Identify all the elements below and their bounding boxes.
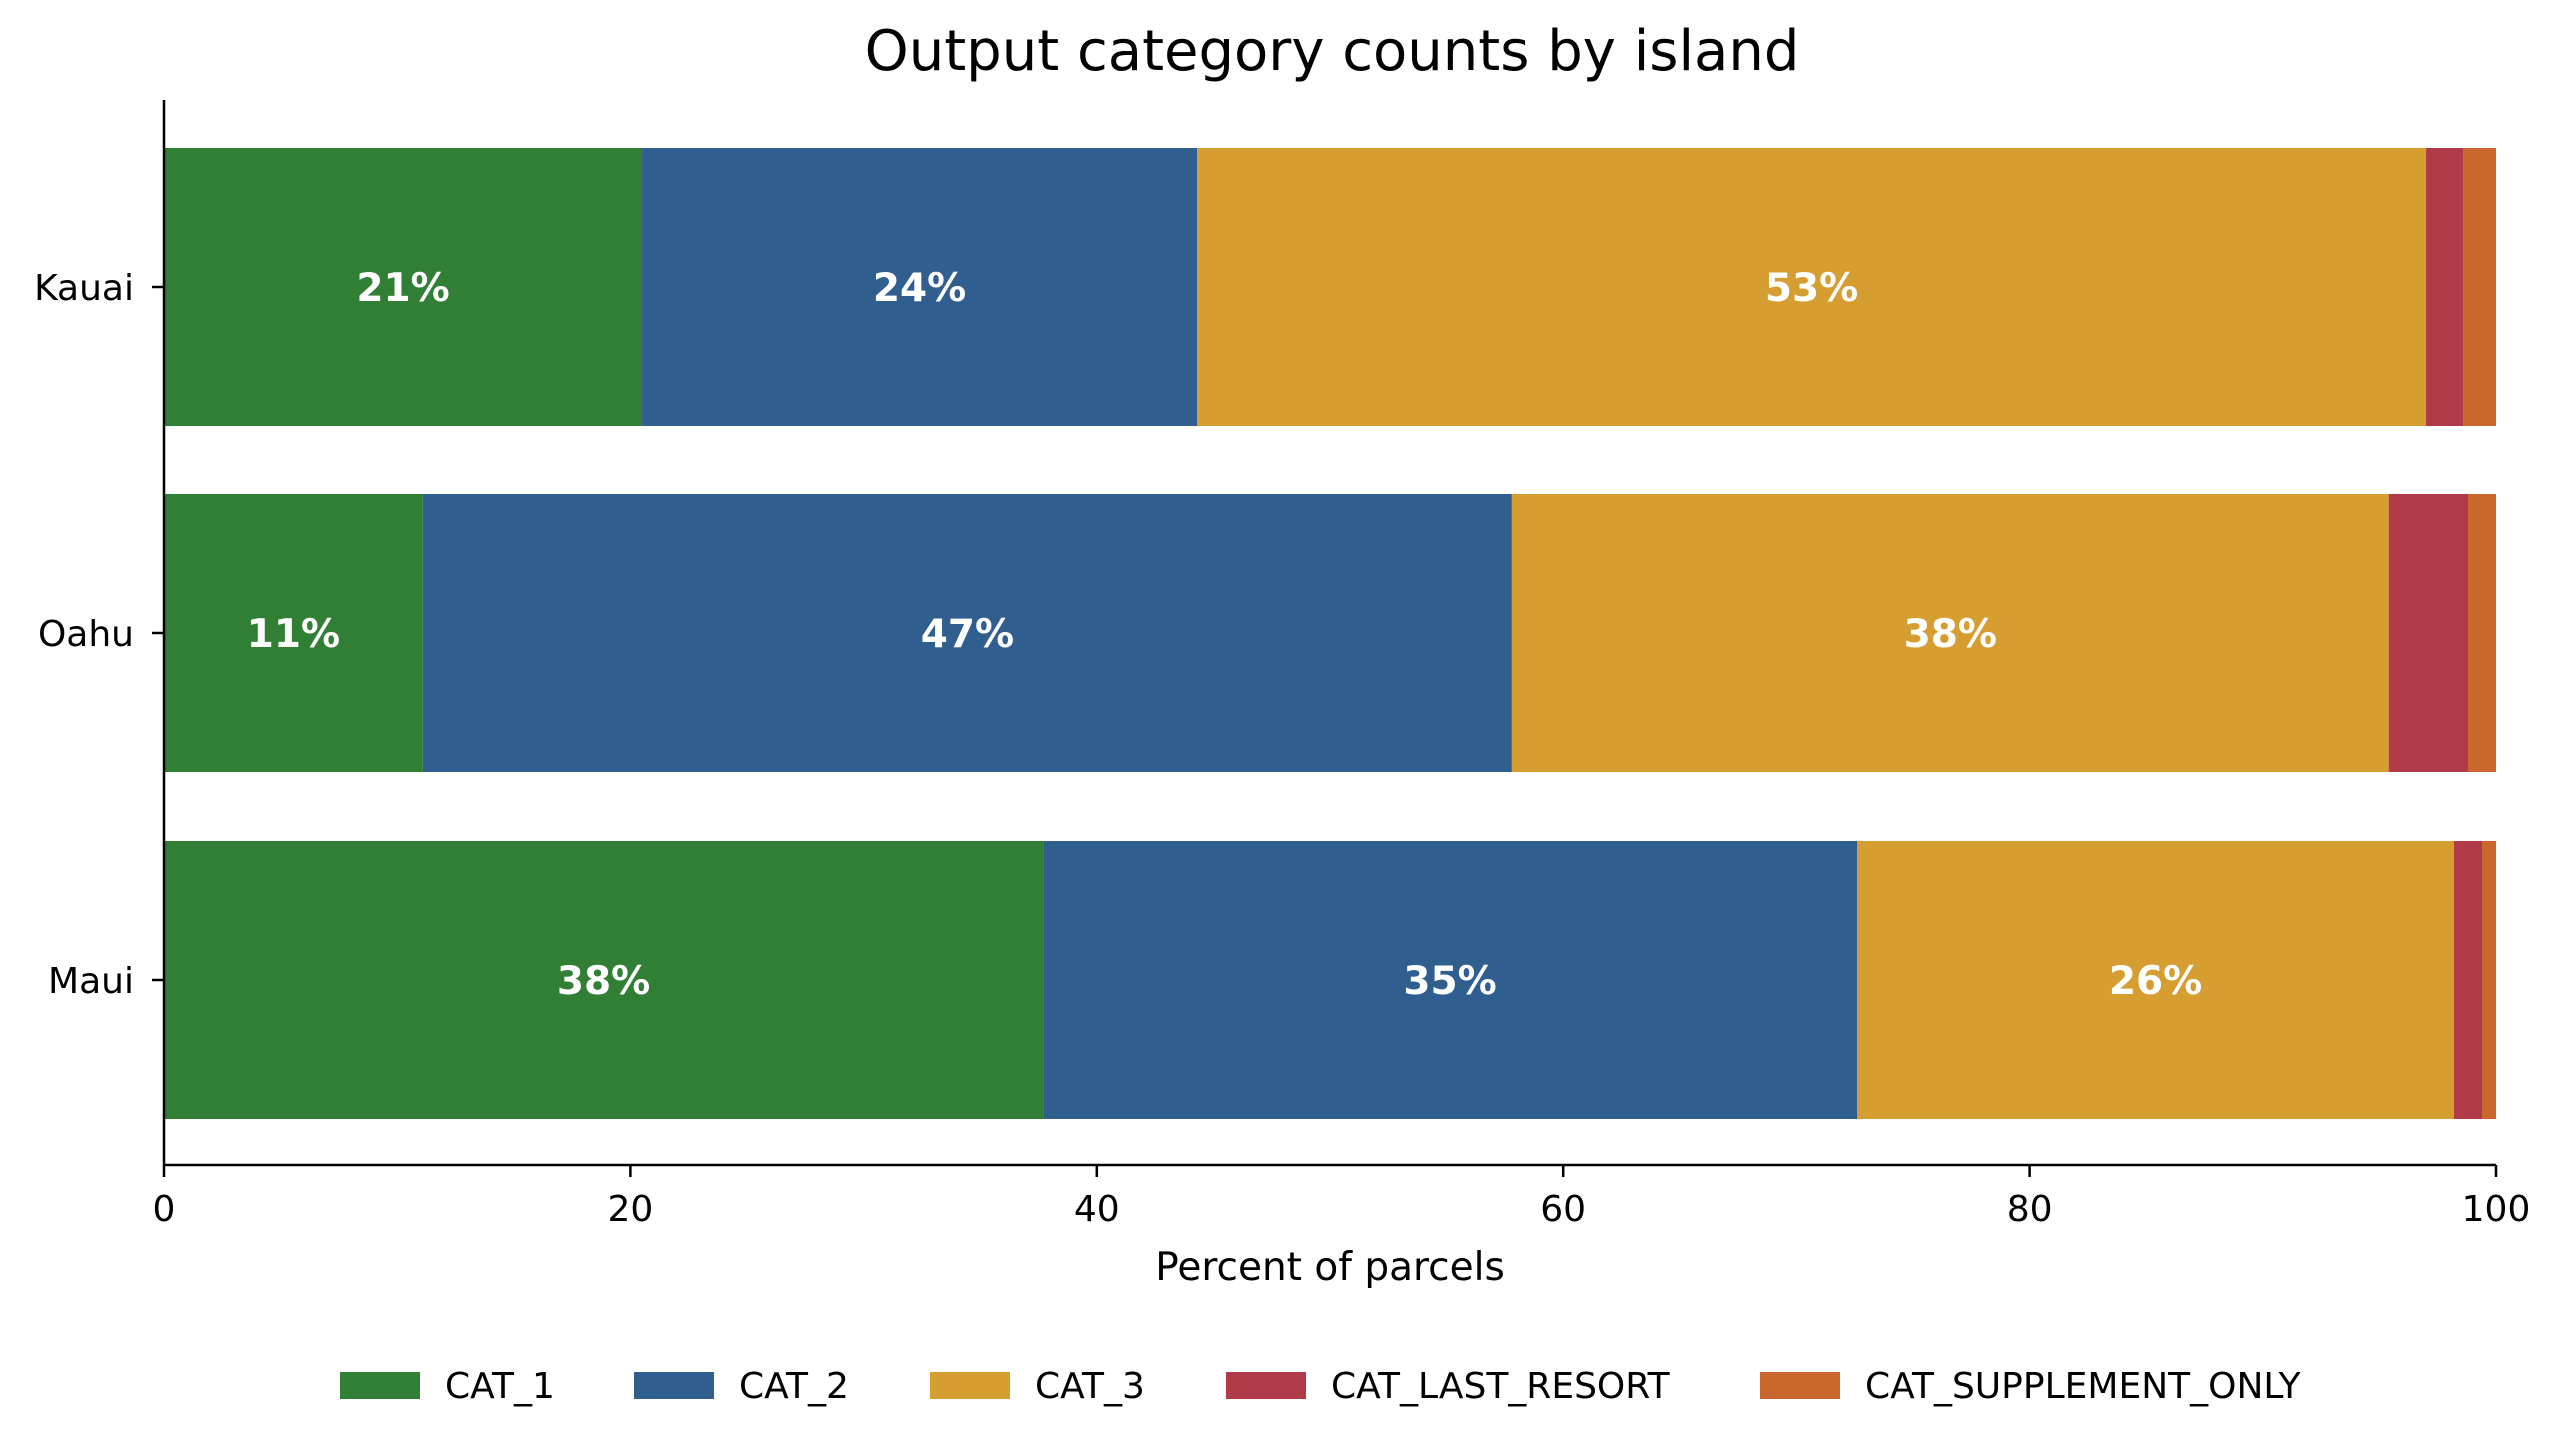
bar-kauai-cat-1 (164, 148, 643, 426)
bar-label-maui-cat-3: 26% (2109, 959, 2202, 1004)
bar-kauai-cat-last-resort (2426, 148, 2464, 426)
bar-maui-cat-1 (164, 841, 1044, 1119)
bar-oahu-cat-1 (164, 494, 423, 772)
bar-oahu-cat-supplement-only (2468, 494, 2496, 772)
legend-label-cat-supplement-only: CAT_SUPPLEMENT_ONLY (1865, 1366, 2302, 1407)
y-tick-label-kauai: Kauai (34, 268, 134, 309)
bar-maui-cat-3 (1857, 841, 2455, 1119)
bar-label-kauai-cat-2: 24% (873, 266, 966, 311)
bar-kauai-cat-2 (642, 148, 1198, 426)
x-tick-label-100: 100 (2462, 1189, 2531, 1230)
y-tick-label-maui: Maui (48, 961, 134, 1002)
x-tick-label-0: 0 (153, 1189, 176, 1230)
bar-label-kauai-cat-1: 21% (356, 266, 449, 311)
bar-label-maui-cat-2: 35% (1403, 959, 1496, 1004)
bar-labels-layer: 21% 24% 53% 11% 47% 38% 38% 35% 26% (247, 266, 2202, 1004)
legend: CAT_1 CAT_2 CAT_3 CAT_LAST_RESORT CAT_SUPPLE… (340, 1366, 2302, 1407)
bar-kauai-cat-supplement-only (2463, 148, 2496, 426)
bar-oahu-cat-3 (1511, 494, 2389, 772)
bar-oahu-cat-last-resort (2388, 494, 2469, 772)
bar-maui-cat-last-resort (2454, 841, 2483, 1119)
legend-swatch-cat-last-resort (1226, 1372, 1306, 1399)
legend-swatch-cat-supplement-only (1760, 1372, 1840, 1399)
chart-title: Output category counts by island (865, 19, 1800, 84)
legend-swatch-cat-1 (340, 1372, 420, 1399)
x-tick-label-80: 80 (2007, 1189, 2053, 1230)
bar-oahu-cat-2 (422, 494, 1512, 772)
bar-label-oahu-cat-3: 38% (1904, 612, 1997, 657)
x-tick-label-20: 20 (607, 1189, 653, 1230)
bar-maui-cat-2 (1043, 841, 1858, 1119)
x-tick-label-40: 40 (1074, 1189, 1120, 1230)
legend-label-cat-3: CAT_3 (1035, 1366, 1145, 1407)
x-axis: 0 20 40 60 80 100 (153, 1163, 2531, 1230)
legend-label-cat-2: CAT_2 (739, 1366, 849, 1407)
x-axis-label: Percent of parcels (1155, 1245, 1505, 1290)
bar-label-oahu-cat-2: 47% (921, 612, 1014, 657)
bar-maui-cat-supplement-only (2482, 841, 2496, 1119)
legend-swatch-cat-3 (930, 1372, 1010, 1399)
x-tick-label-60: 60 (1540, 1189, 1586, 1230)
bar-label-kauai-cat-3: 53% (1765, 266, 1858, 311)
legend-label-cat-1: CAT_1 (445, 1366, 555, 1407)
bar-label-oahu-cat-1: 11% (247, 612, 340, 657)
bar-label-maui-cat-1: 38% (557, 959, 650, 1004)
legend-label-cat-last-resort: CAT_LAST_RESORT (1331, 1366, 1671, 1407)
bar-kauai-cat-3 (1197, 148, 2427, 426)
y-axis: Kauai Oahu Maui (34, 100, 166, 1165)
legend-swatch-cat-2 (634, 1372, 714, 1399)
y-tick-label-oahu: Oahu (38, 614, 134, 655)
bars-layer (164, 148, 2496, 1119)
